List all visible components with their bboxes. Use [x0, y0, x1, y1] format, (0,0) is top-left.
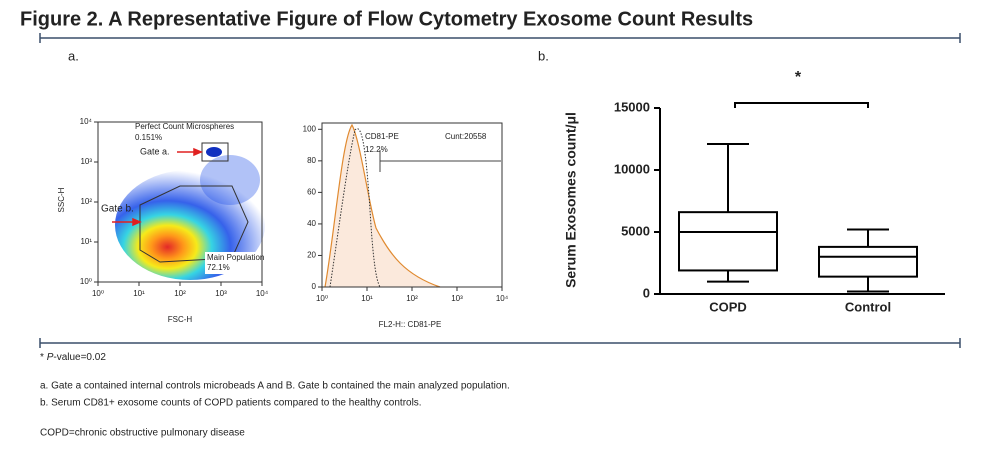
divider-bottom [39, 338, 961, 348]
y-tick-label: 10² [80, 197, 92, 206]
y-tick-label: 0 [312, 282, 317, 291]
x-tick-label: 10⁰ [316, 294, 328, 303]
y-tick-label: 40 [307, 219, 316, 228]
footnote: COPD=chronic obstructive pulmonary disea… [40, 428, 245, 439]
marker-name: CD81-PE [365, 132, 399, 141]
divider-top [39, 33, 961, 43]
y-tick-label: 20 [307, 251, 316, 260]
gate-arrows [112, 147, 203, 227]
x-tick-label: Control [845, 299, 891, 314]
y-tick-label: 0 [643, 285, 650, 300]
title: Figure 2. A Representative Figure of Flo… [20, 8, 753, 30]
y-tick-label: 10³ [80, 157, 92, 166]
gate-name: Main Population [207, 253, 264, 262]
box [818, 245, 918, 278]
x-tick-label: 10³ [215, 289, 227, 298]
gate-label: Gate a. [140, 146, 170, 156]
y-tick-label: 10⁴ [80, 117, 93, 126]
x-tick-label: 10² [174, 289, 186, 298]
histogram-curve [324, 123, 441, 288]
y-tick-label: 80 [307, 156, 316, 165]
gate-name: Perfect Count Microspheres [135, 122, 234, 131]
y-tick-label: 10000 [614, 161, 650, 176]
y-tick-label: 5000 [621, 223, 650, 238]
axis-label: SSC-H [57, 187, 66, 212]
significance: * [795, 69, 802, 86]
axis-label: FSC-H [168, 315, 193, 324]
y-tick-label: 15000 [614, 99, 650, 114]
footnote: b. Serum CD81+ exosome counts of COPD pa… [40, 398, 422, 409]
gate-label: Gate b. [101, 204, 134, 215]
histogram-gate [379, 150, 501, 172]
panel-label: b. [538, 48, 549, 63]
x-tick-label: 10⁰ [92, 289, 104, 298]
axis-label: FL2-H:: CD81-PE [379, 320, 442, 329]
significance-bracket [734, 102, 869, 108]
footnote: * P-value=0.02 [40, 352, 106, 363]
footnote: a. Gate a contained internal controls mi… [40, 381, 510, 392]
x-tick-label: 10⁴ [496, 294, 509, 303]
x-tick-label: 10³ [451, 294, 463, 303]
marker-percent: 12.2% [365, 145, 388, 154]
label-box [205, 252, 261, 274]
panel-label: a. [68, 48, 79, 63]
y-tick-label: 100 [303, 124, 317, 133]
axis-label: Serum Exosomes count/μl [563, 112, 579, 288]
histogram-fill [325, 125, 440, 287]
gate-percent: 0.151% [135, 133, 162, 142]
box [678, 211, 778, 272]
y-tick-label: 60 [307, 187, 316, 196]
x-tick-label: 10² [406, 294, 418, 303]
control-curve [329, 128, 381, 288]
gate-percent: 72.1% [207, 263, 230, 272]
marker-count: Cunt:20558 [445, 132, 487, 141]
x-tick-label: 10¹ [133, 289, 145, 298]
y-tick-label: 10¹ [80, 237, 92, 246]
x-tick-label: COPD [709, 299, 747, 314]
x-tick-label: 10¹ [361, 294, 373, 303]
y-tick-label: 10⁰ [80, 277, 92, 286]
x-tick-label: 10⁴ [256, 289, 269, 298]
